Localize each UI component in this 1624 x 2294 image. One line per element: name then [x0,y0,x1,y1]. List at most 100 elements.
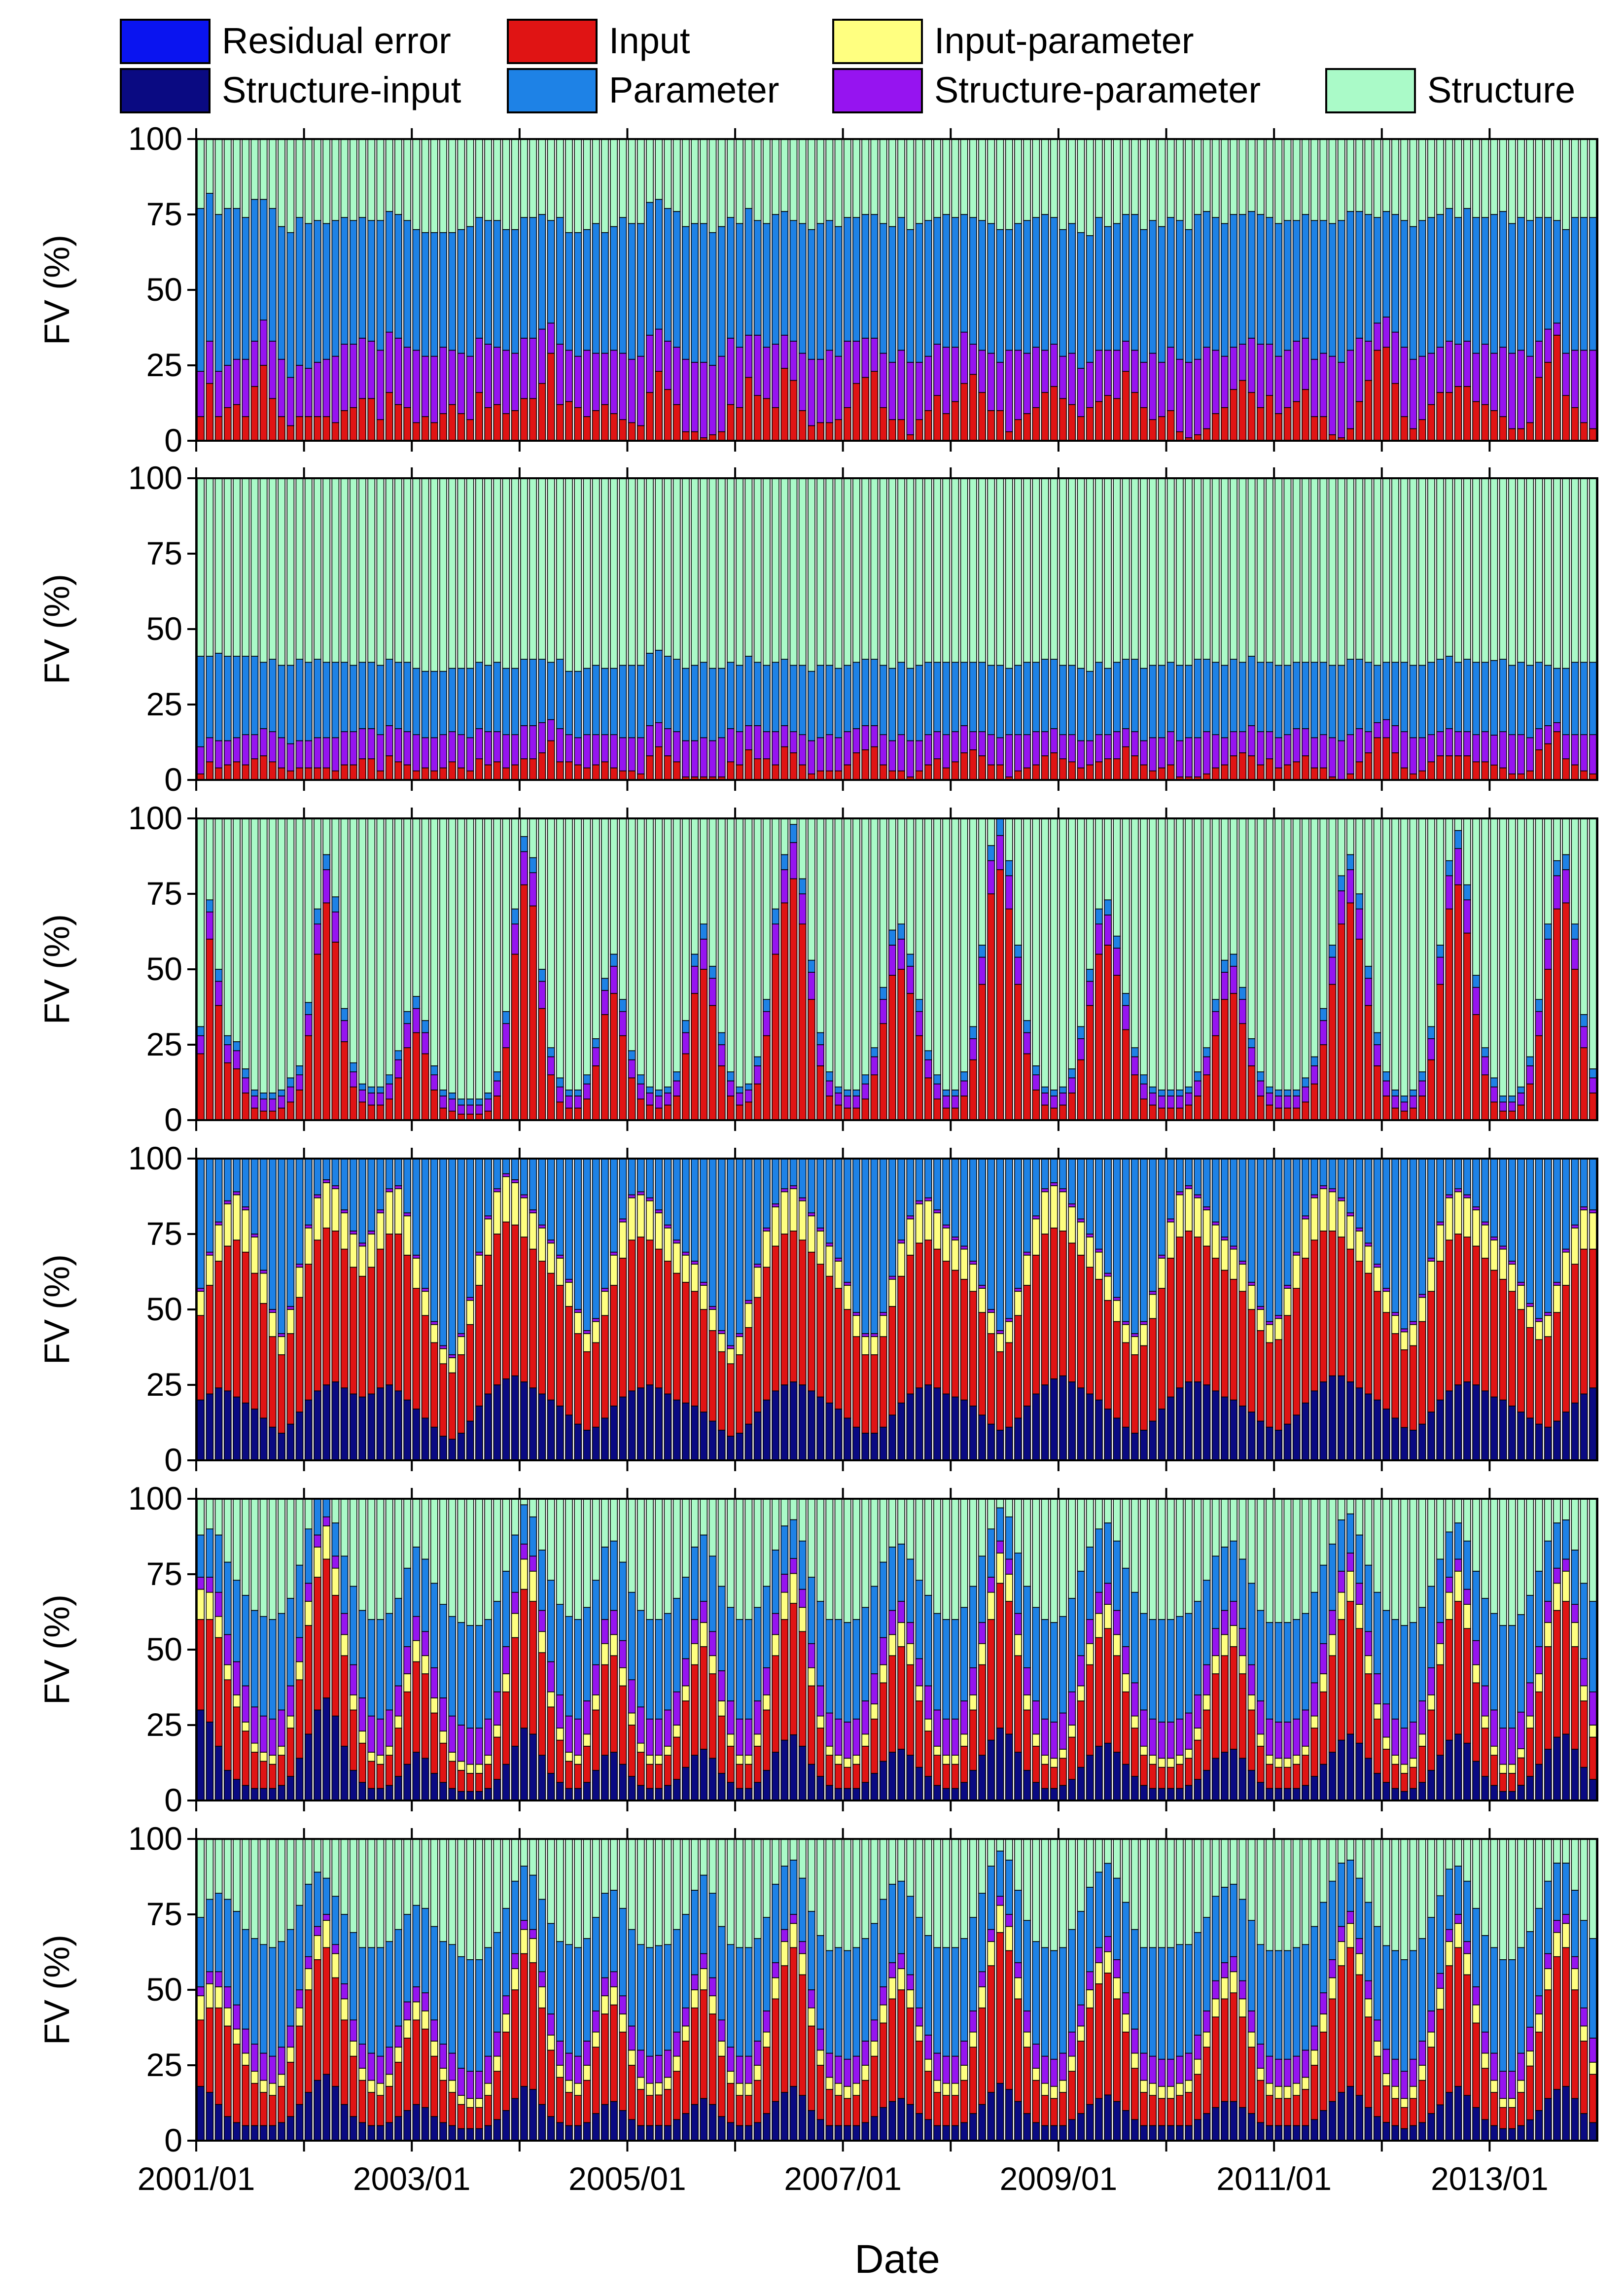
bar-segment-structure-input [1445,1739,1453,1801]
bar-segment-structure [556,139,564,218]
bar-segment-structure-input [1104,2094,1112,2141]
bar-segment-structure-input [1274,1788,1283,1801]
bar-segment-structure [1337,818,1345,877]
bar-segment-structure-parameter [358,728,366,759]
bar-segment-structure [1481,818,1489,1048]
bar-segment-parameter [924,1050,932,1060]
bar-segment-parameter [286,1598,295,1687]
bar-segment-input-parameter [736,2082,744,2096]
bar-segment-structure-parameter [1032,1074,1040,1091]
bar-segment-structure [394,818,402,1052]
bar-segment-parameter [825,220,834,351]
bar-segment-structure-input [520,1381,528,1461]
bar-segment-structure-input [636,1785,645,1801]
bar-segment-input [1319,2031,1328,2111]
y-tick-label: 0 [164,1442,182,1478]
bar-segment-structure-input [834,1788,843,1801]
bar-segment-structure-input [1140,1430,1148,1461]
bar-segment-input [655,746,663,780]
bar-segment-structure-parameter [1185,1712,1193,1750]
bar-segment-input [610,767,618,780]
bar-segment-structure-input [1427,1770,1435,1801]
bar-segment-input [762,1035,771,1121]
bar-segment-structure [762,139,771,224]
bar-segment-parameter [601,668,609,736]
bar-segment-structure [430,478,438,672]
bar-segment-input [1517,2092,1525,2126]
bar-segment-structure-parameter [628,2025,636,2051]
bar-segment-input-parameter [403,2019,412,2039]
bar-segment-parameter [969,662,977,732]
bar-segment-structure-parameter [1256,344,1265,408]
bar-segment-structure-input [1266,1426,1273,1461]
bar-segment-parameter [789,1860,798,1915]
bar-segment-parameter [843,1950,851,2060]
bar-segment-input-parameter [843,1285,851,1310]
bar-segment-parameter [278,1090,285,1096]
bar-segment-input-parameter [1472,1209,1480,1247]
bar-segment-structure [511,1498,519,1536]
bar-segment-parameter [1014,223,1022,351]
bar-segment-structure-parameter [879,1312,887,1316]
bar-segment-input [520,884,528,1121]
bar-segment-input-parameter [1077,1221,1085,1256]
bar-segment-structure-input [1130,2119,1139,2141]
bar-segment-input-parameter [538,1986,546,2009]
bar-segment-parameter [259,1158,268,1271]
bar-segment-structure [1005,478,1013,669]
bar-segment-input-parameter [708,1995,717,2014]
bar-segment-parameter [1041,214,1049,351]
bar-segment-parameter [681,668,690,741]
bar-segment-parameter [906,668,915,741]
bar-segment-structure-parameter [1256,2044,1265,2069]
bar-segment-structure [1562,139,1570,230]
bar-segment-structure-parameter [367,341,376,399]
bar-segment-input-parameter [349,2041,357,2057]
bar-segment-structure-input [1319,2110,1328,2141]
bar-segment-structure-parameter [1445,875,1453,910]
bar-segment-structure-input [1418,1782,1426,1801]
bar-segment-structure [700,139,708,224]
bar-segment-input [933,395,941,441]
y-tick-label: 0 [164,422,182,459]
bar-segment-structure-parameter [601,990,609,1015]
bar-segment-parameter [1014,1158,1022,1289]
bar-segment-structure-parameter [1535,1318,1543,1322]
bar-segment-structure-parameter [1310,2025,1319,2051]
bar-segment-parameter [1302,1077,1309,1088]
bar-segment-structure-parameter [574,355,582,408]
bar-segment-structure-parameter [852,341,860,384]
bar-segment-input-parameter [322,1182,331,1229]
bar-segment-structure-parameter [233,737,241,763]
bar-segment-structure [484,1838,492,1948]
bar-segment-structure-parameter [924,2034,932,2060]
bar-segment-structure-input [1202,1384,1211,1461]
bar-segment-structure-parameter [1553,875,1561,910]
bar-segment-parameter [808,671,815,741]
bar-segment-structure [646,1498,654,1620]
bar-segment-input [1023,1053,1031,1121]
bar-segment-parameter [1391,662,1399,726]
y-axis-label: FV (%) [37,1254,77,1365]
bar-segment-structure-input [906,2104,915,2141]
bar-segment-input [888,1306,896,1415]
y-tick-label: 75 [146,196,182,232]
bar-segment-structure-parameter [1247,2011,1256,2033]
bar-segment-structure [1454,139,1462,218]
bar-segment-input [933,758,941,780]
bar-segment-structure-input [1274,1430,1283,1461]
bar-segment-input [897,1989,906,2099]
bar-segment-input [1104,395,1112,441]
bar-segment-structure-parameter [772,344,779,408]
bar-segment-structure-input [233,2122,241,2141]
bar-segment-structure-input [421,1758,429,1801]
bar-segment-structure-parameter [1427,1258,1435,1262]
bar-segment-input-parameter [798,1953,807,1976]
bar-segment-input [1023,767,1031,780]
bar-segment-structure [717,818,726,1033]
bar-segment-structure-parameter [314,362,321,417]
bar-segment-input-parameter [646,1200,654,1241]
bar-segment-parameter [197,1158,205,1289]
bar-segment-input [1140,1345,1148,1431]
bar-segment-parameter [565,1158,573,1280]
